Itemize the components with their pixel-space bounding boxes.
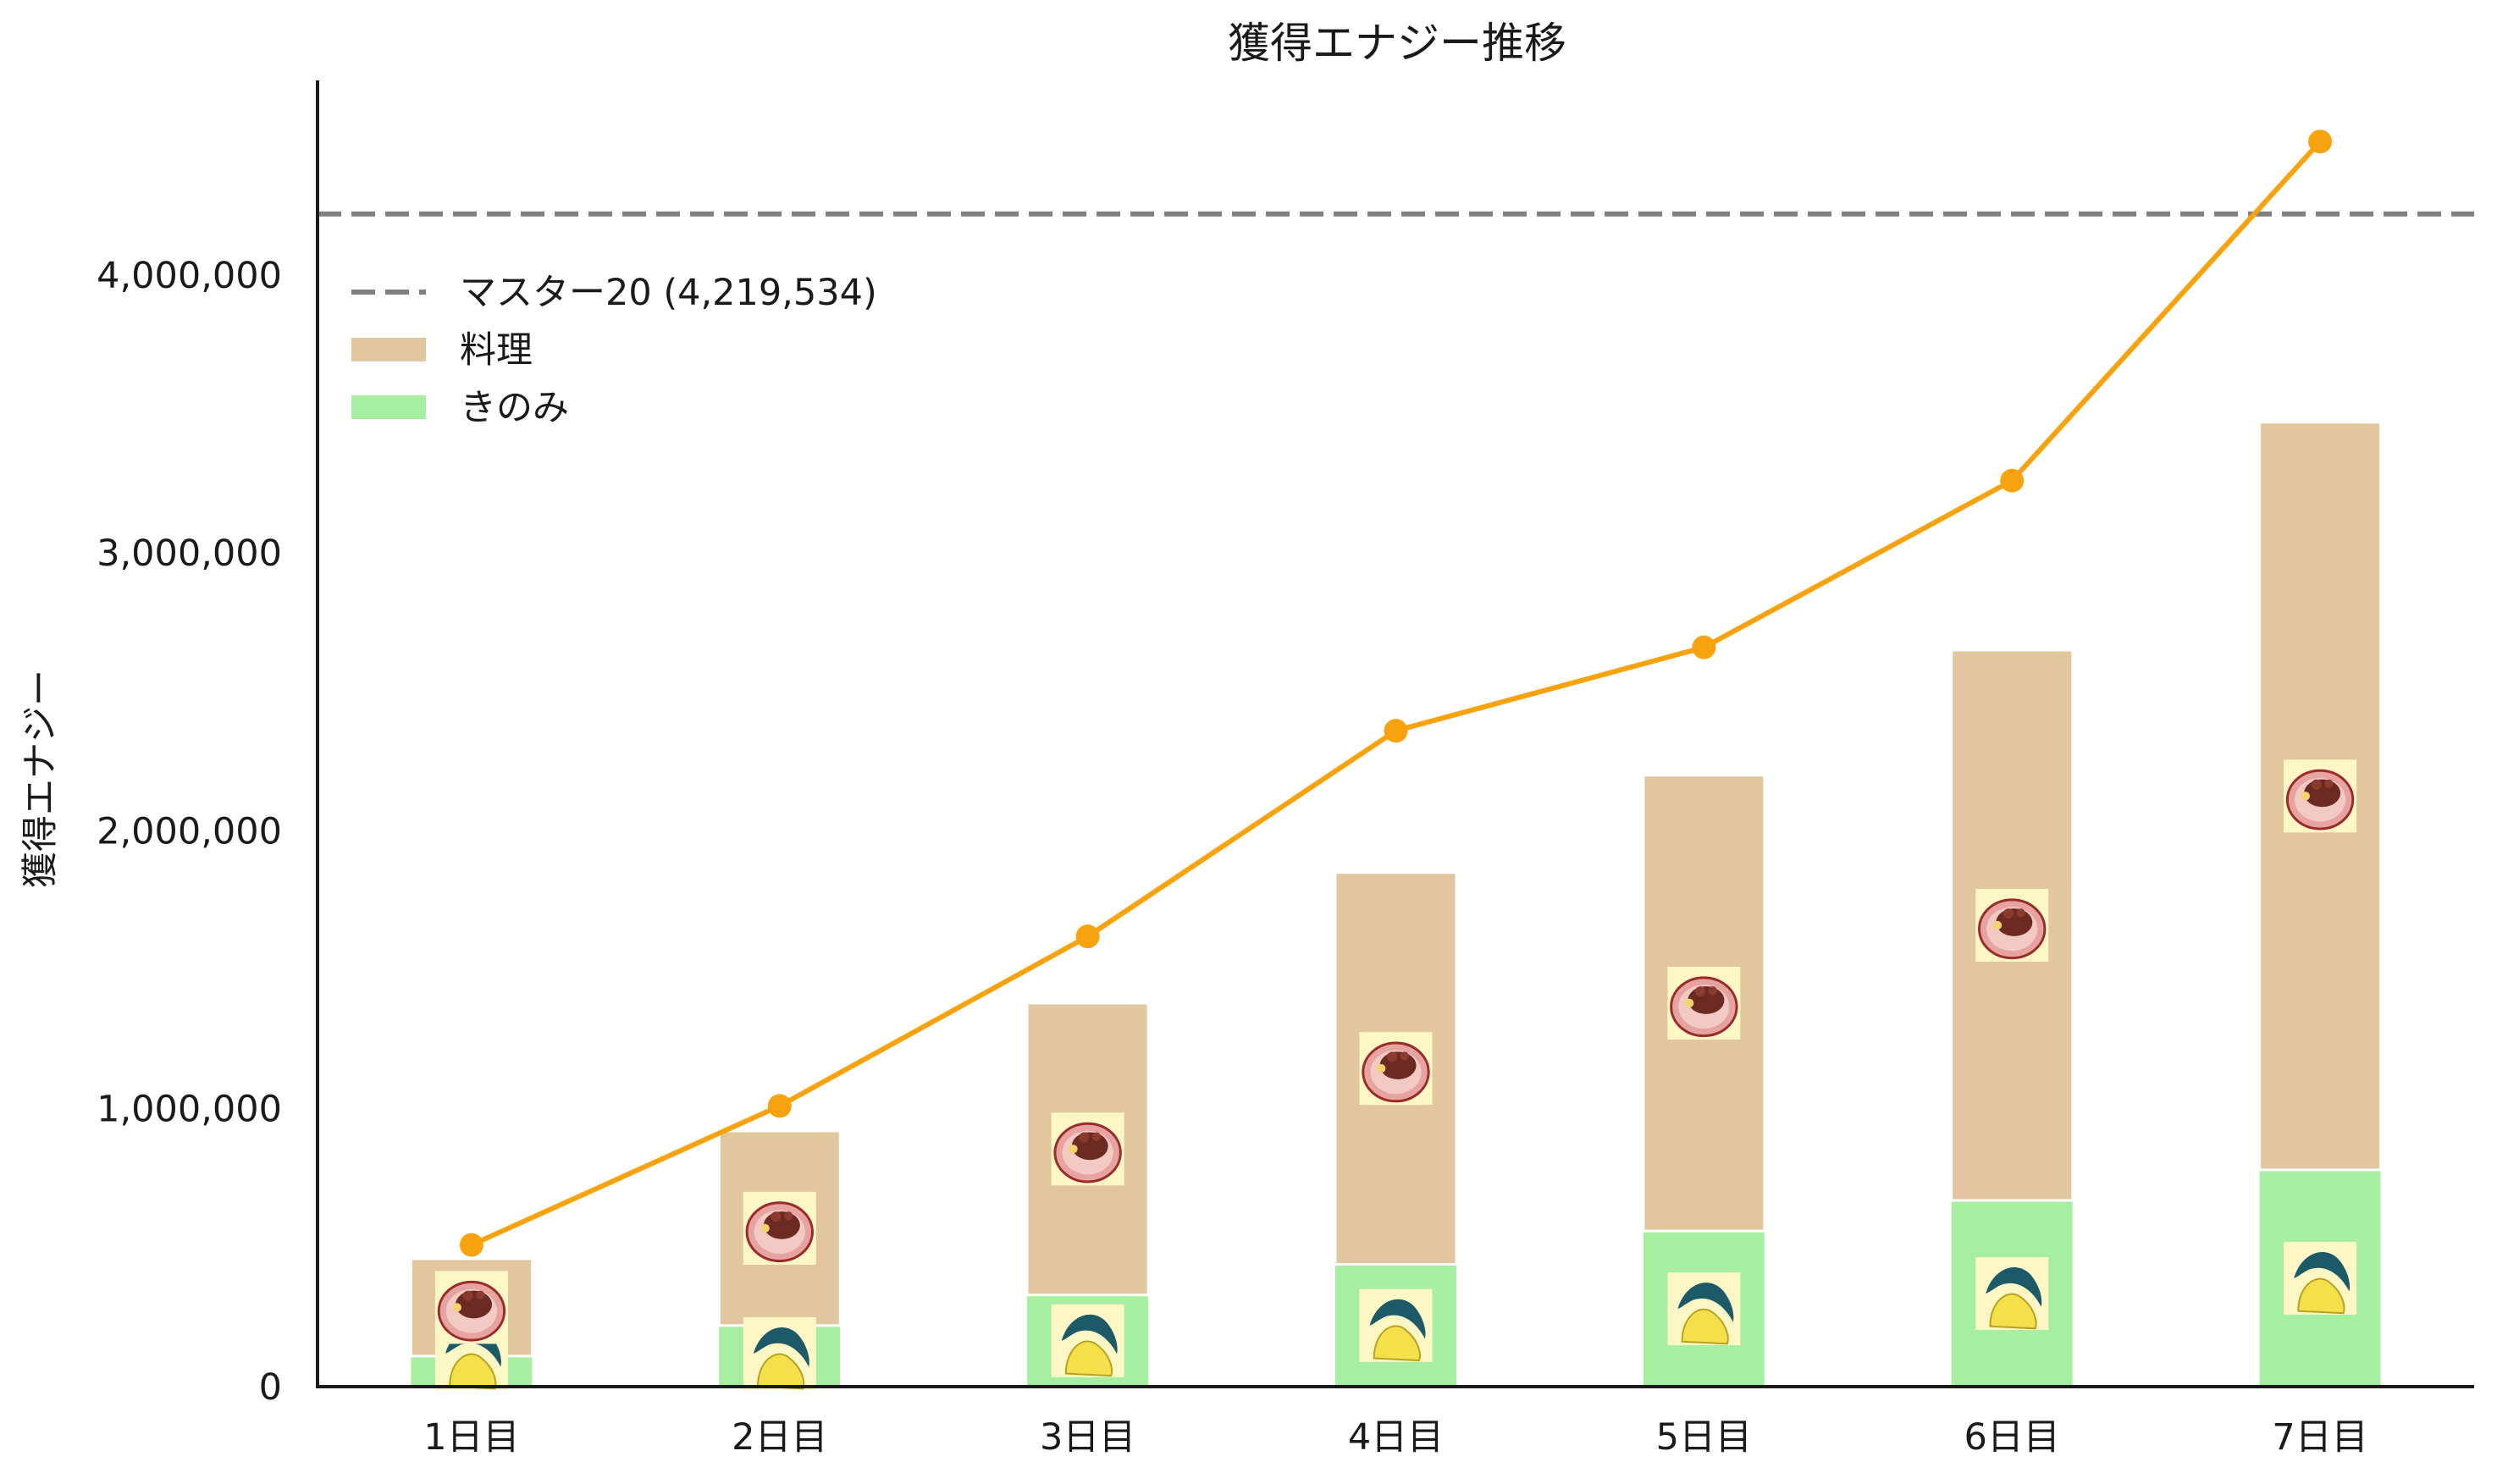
berry-icon bbox=[1051, 1304, 1124, 1377]
legend-label-reference: マスター20 (4,219,534) bbox=[460, 272, 877, 314]
legend-label-berry: きのみ bbox=[460, 387, 569, 429]
berry-icon bbox=[1975, 1257, 2049, 1331]
y-tick-label: 2,000,000 bbox=[97, 810, 282, 852]
y-tick-label: 1,000,000 bbox=[97, 1089, 282, 1131]
bars-layer bbox=[409, 421, 2383, 1387]
x-tick-label: 7日目 bbox=[2272, 1416, 2367, 1459]
total-line-layer bbox=[459, 130, 2333, 1257]
total-line-point bbox=[2308, 130, 2333, 154]
dish-icon bbox=[2284, 759, 2357, 833]
x-tick-label: 6日目 bbox=[1964, 1416, 2060, 1459]
chart-title: 獲得エナジー推移 bbox=[1228, 19, 1566, 68]
total-line-point bbox=[1692, 635, 1716, 659]
y-axis-label: 獲得エナジー bbox=[19, 670, 62, 888]
x-tick-label: 2日目 bbox=[732, 1416, 827, 1459]
legend-swatch-dish bbox=[351, 338, 426, 361]
axes-layer: 0 1,000,000 2,000,000 3,000,000 4,000,000 1日目… bbox=[97, 80, 2474, 1459]
berry-icon bbox=[1359, 1288, 1433, 1362]
total-line-point bbox=[2000, 468, 2025, 493]
dish-icon bbox=[1359, 1032, 1433, 1106]
total-line-point bbox=[459, 1233, 483, 1257]
legend-label-dish: 料理 bbox=[460, 329, 533, 372]
dish-icon bbox=[743, 1191, 816, 1265]
y-tick-label: 4,000,000 bbox=[97, 255, 282, 297]
dish-icon bbox=[1667, 966, 1741, 1040]
total-line-point bbox=[1384, 719, 1408, 743]
x-tick-label: 1日目 bbox=[423, 1416, 519, 1459]
dish-icon bbox=[434, 1271, 508, 1344]
berry-icon bbox=[2284, 1241, 2357, 1315]
berry-icon bbox=[743, 1317, 816, 1390]
x-tick-label: 3日目 bbox=[1040, 1416, 1135, 1459]
x-tick-label: 4日目 bbox=[1348, 1416, 1444, 1459]
dish-icon bbox=[1051, 1112, 1124, 1186]
berry-icon bbox=[1667, 1272, 1741, 1346]
x-tick-label: 5日目 bbox=[1656, 1416, 1752, 1459]
icons-layer bbox=[434, 759, 2357, 1390]
legend-swatch-berry bbox=[351, 395, 426, 419]
y-tick-label: 0 bbox=[259, 1366, 282, 1409]
total-line-point bbox=[767, 1094, 792, 1118]
total-line-point bbox=[1075, 924, 1100, 949]
dish-icon bbox=[1975, 889, 2049, 963]
y-tick-label: 3,000,000 bbox=[97, 532, 282, 575]
